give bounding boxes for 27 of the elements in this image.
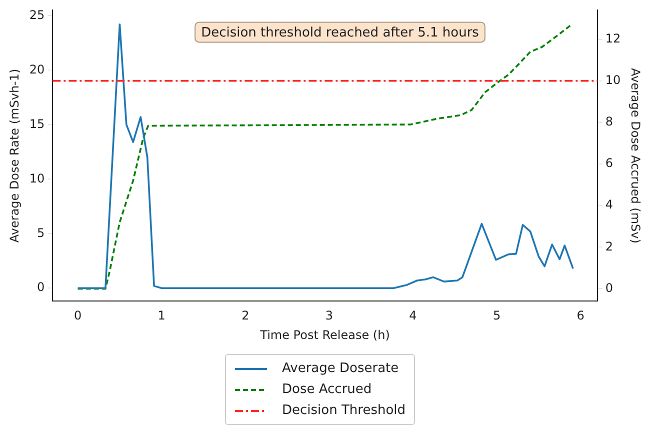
y-tick-label: 25 — [29, 8, 45, 22]
y2-tick-label: 0 — [605, 280, 613, 295]
legend-label: Dose Accrued — [282, 382, 372, 397]
y2-tick-label: 12 — [605, 31, 621, 46]
y-tick-label: 0 — [37, 280, 45, 294]
y2-tick-label: 6 — [605, 156, 613, 170]
y-tick-label: 20 — [29, 62, 45, 76]
y2-tick-label: 8 — [605, 114, 613, 129]
y-tick-label: 5 — [37, 226, 45, 240]
x-tick-label: 1 — [158, 308, 166, 323]
y2-axis-title: Average Dose Accrued (mSv) — [628, 68, 643, 244]
legend-label: Decision Threshold — [282, 403, 406, 418]
y-axis-title: Average Dose Rate (mSvh-1) — [7, 68, 22, 243]
annotation: Decision threshold reached after 5.1 hours — [201, 26, 480, 41]
y-tick-label: 10 — [29, 171, 45, 186]
x-tick-label: 3 — [325, 308, 334, 323]
legend-label: Average Doserate — [282, 361, 399, 376]
x-axis-title: Time Post Release (h) — [259, 328, 390, 342]
y2-tick-label: 4 — [605, 198, 613, 212]
y2-tick-label: 10 — [605, 72, 621, 87]
x-tick-label: 2 — [242, 308, 250, 323]
y-tick-label: 15 — [29, 116, 45, 131]
x-tick-label: 6 — [576, 308, 584, 323]
x-tick-label: 5 — [492, 308, 501, 323]
y2-tick-label: 2 — [605, 239, 613, 254]
x-tick-label: 4 — [409, 308, 417, 323]
x-tick-label: 0 — [74, 308, 82, 323]
